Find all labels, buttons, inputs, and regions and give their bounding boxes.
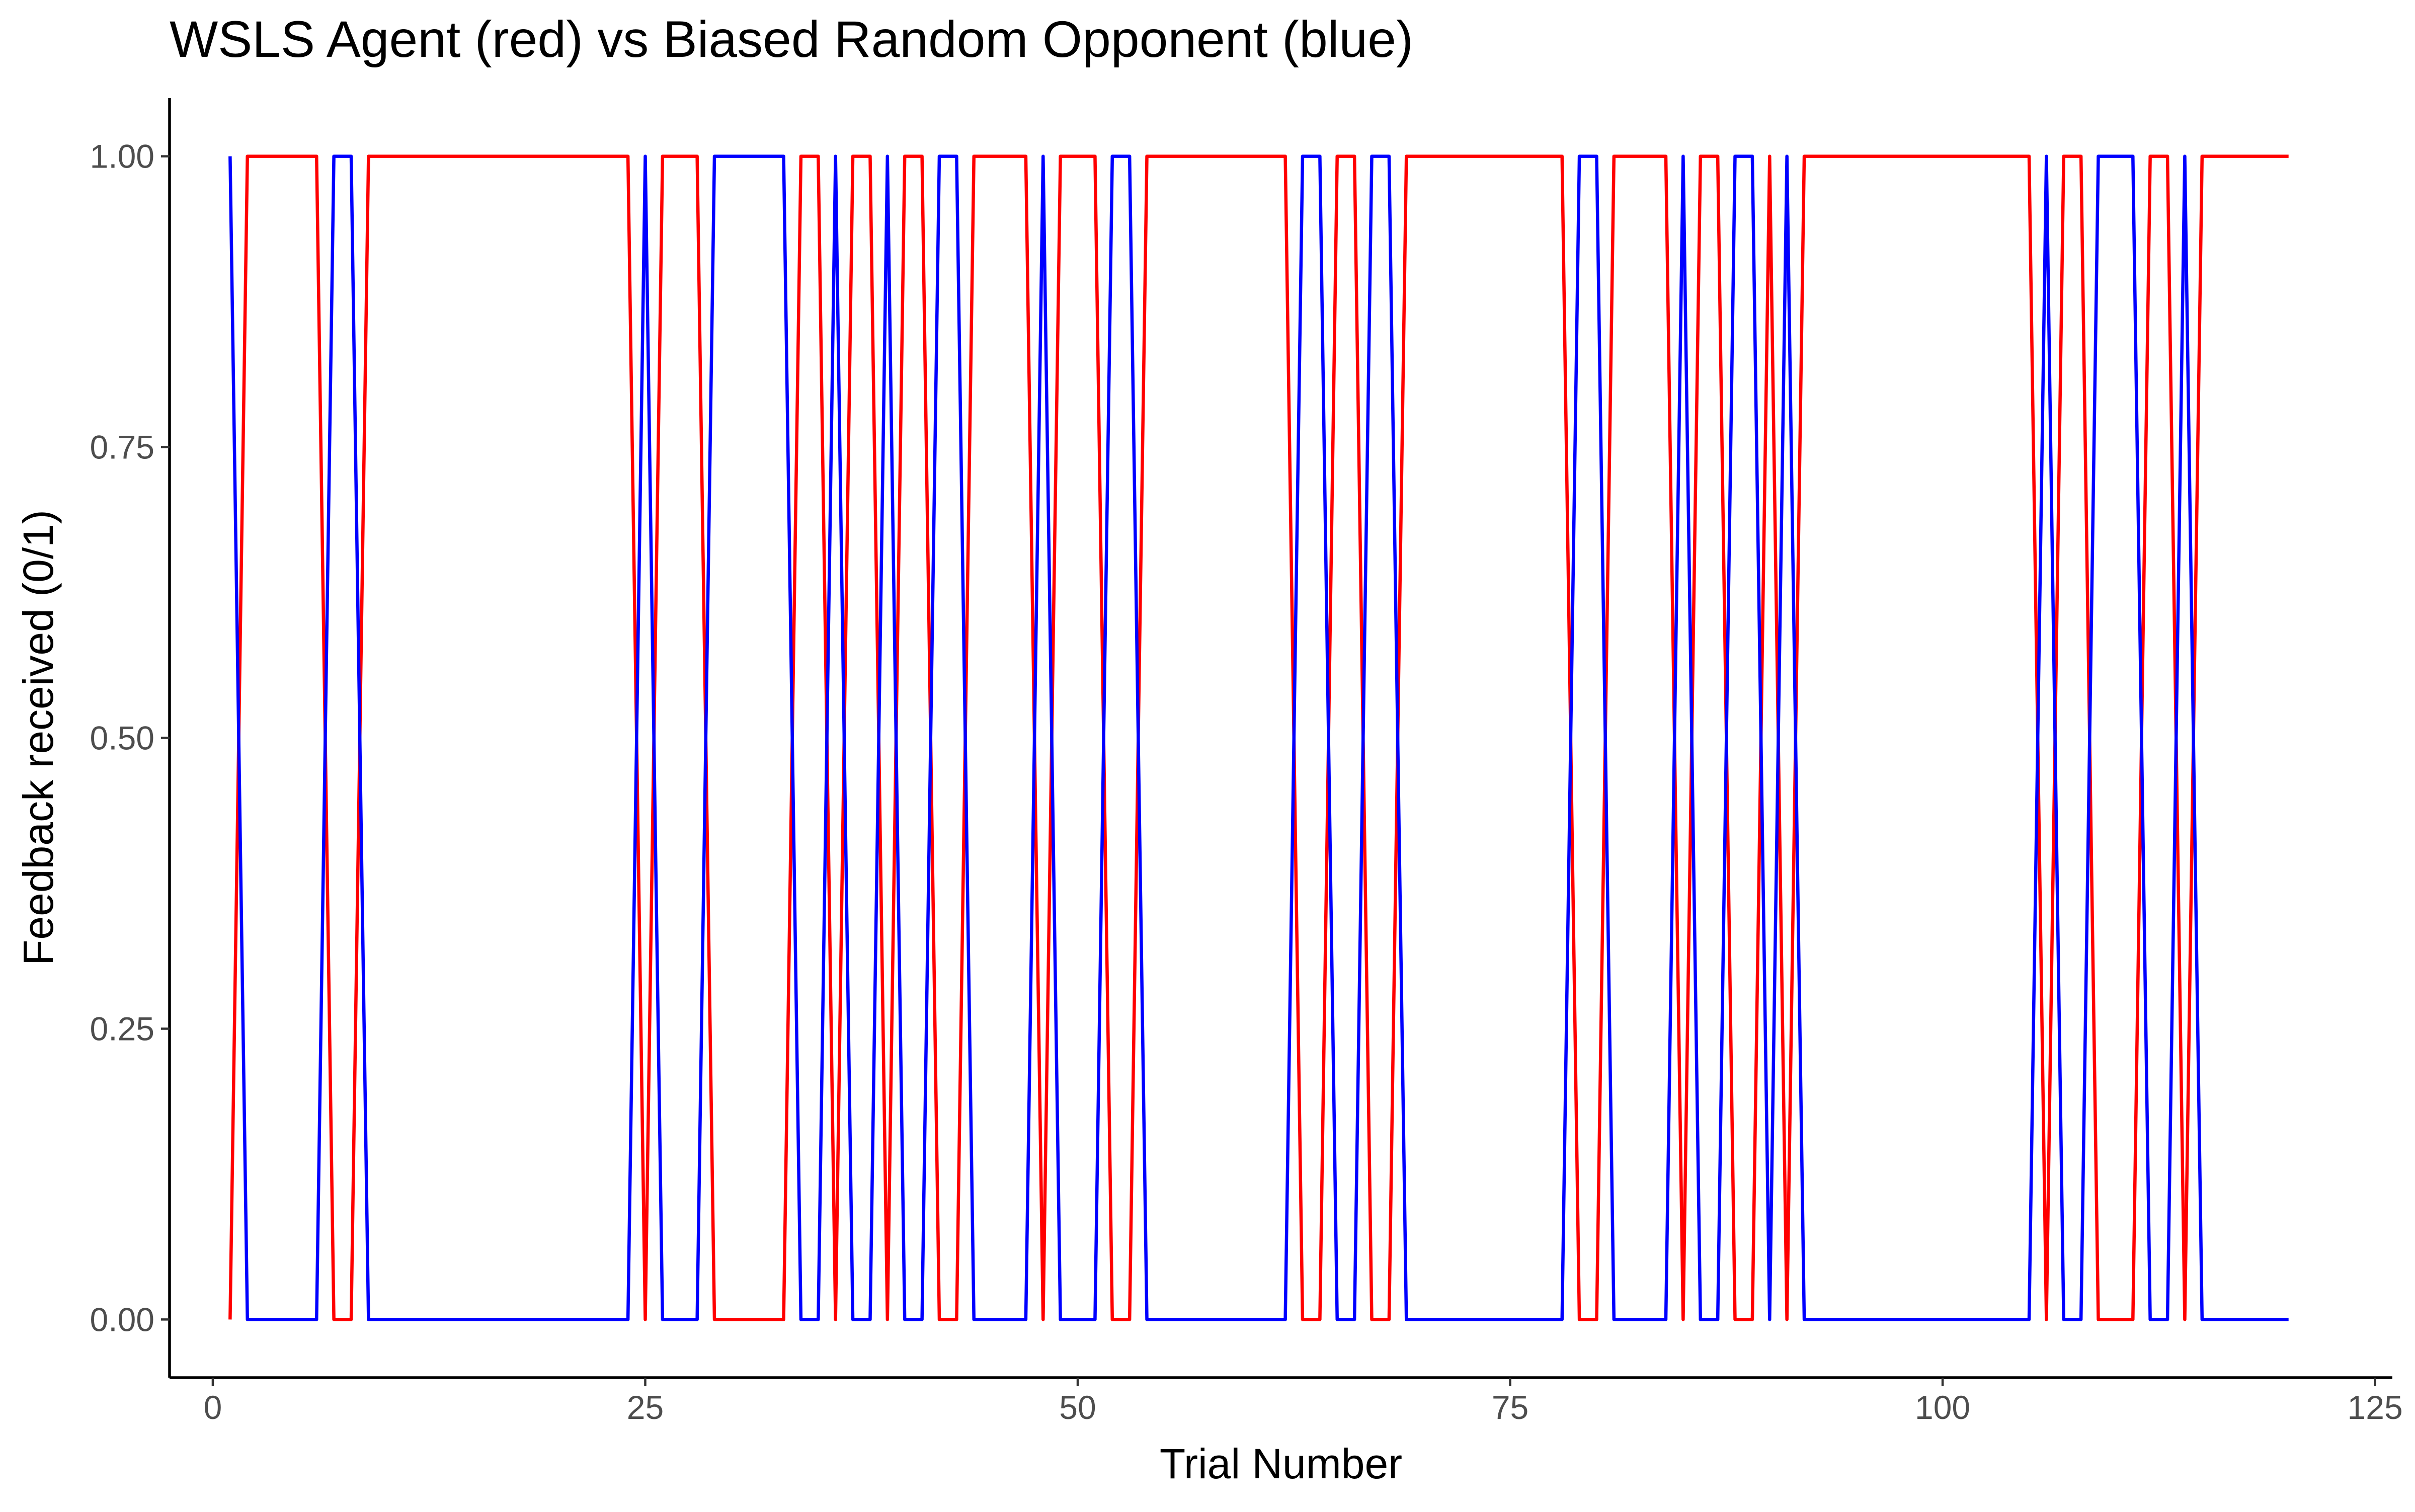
series-line-2 [228, 154, 2289, 1321]
y-tick-label: 1.00 [90, 138, 154, 175]
x-tick-label: 125 [2348, 1389, 2403, 1426]
y-axis-title: Feedback received (0/1) [15, 510, 62, 966]
x-axis-title: Trial Number [1160, 1440, 1402, 1487]
y-tick-label: 0.00 [90, 1301, 154, 1338]
chart-title: WSLS Agent (red) vs Biased Random Oppone… [170, 11, 1413, 68]
x-tick-label: 100 [1915, 1389, 1970, 1426]
y-tick-label: 0.25 [90, 1010, 154, 1047]
x-tick-label: 0 [204, 1389, 222, 1426]
x-ticks: 0 25 50 75 100 125 [204, 1378, 2403, 1426]
y-tick-label: 0.50 [90, 720, 154, 757]
series-line-1 [228, 154, 2289, 1321]
x-tick-label: 25 [627, 1389, 664, 1426]
y-tick-label: 0.75 [90, 429, 154, 466]
plot-series [228, 154, 2289, 1321]
y-ticks: 0.00 0.25 0.50 0.75 1.00 [90, 138, 170, 1338]
x-tick-label: 50 [1059, 1389, 1096, 1426]
axes [168, 98, 2392, 1379]
x-tick-label: 75 [1492, 1389, 1528, 1426]
